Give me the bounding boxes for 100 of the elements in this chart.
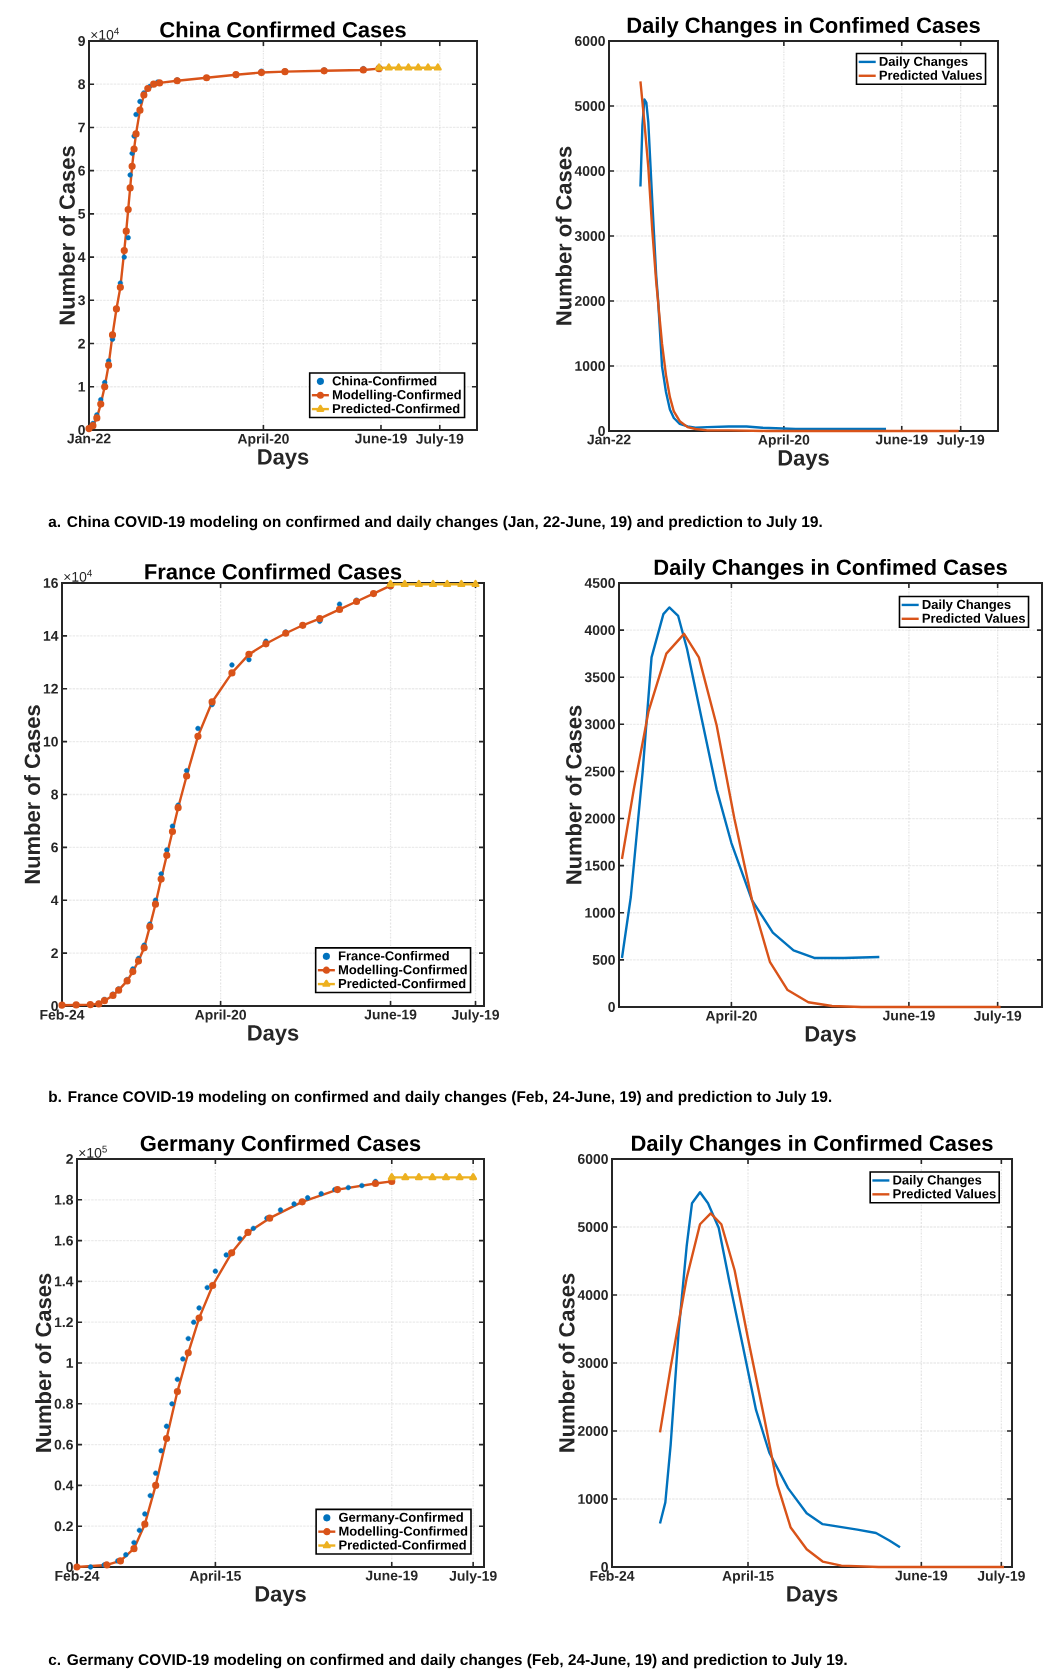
y-tick-label: 0 bbox=[608, 1002, 615, 1012]
y-tick-label: 500 bbox=[592, 954, 615, 965]
y-tick-label: 1 bbox=[66, 1358, 74, 1368]
x-tick-label: Jan-22 bbox=[67, 433, 111, 444]
y-tick-label: 2000 bbox=[574, 296, 605, 306]
x-axis-title: Days bbox=[255, 1586, 306, 1606]
x-tick-label: April-20 bbox=[237, 433, 289, 447]
x-tick-label: July-19 bbox=[973, 1010, 1022, 1024]
y-tick-label: 0.6 bbox=[54, 1439, 73, 1450]
x-tick-label: April-15 bbox=[722, 1570, 774, 1584]
legend-label: Modelling-Confirmed bbox=[332, 389, 461, 402]
y-tick-label: 3000 bbox=[574, 231, 605, 241]
y-tick-label: 2000 bbox=[577, 1426, 608, 1436]
y-tick-label: 1.6 bbox=[54, 1235, 73, 1246]
y-tick-label: 4 bbox=[77, 252, 86, 262]
text: ×10$^{5}$ bbox=[79, 1145, 107, 1158]
y-tick-label: 16 bbox=[43, 578, 58, 588]
legend-label: Predicted-Confirmed bbox=[339, 1540, 466, 1550]
text: c. Germany COVID-19 modeling on confirmed and daily changes (Feb, 24-June, 19) and prediction to July 19. bbox=[48, 1653, 847, 1669]
x-tick-label: April-20 bbox=[758, 434, 810, 448]
y-tick-label: 0.8 bbox=[54, 1398, 74, 1409]
x-tick-label: July-19 bbox=[449, 1570, 497, 1584]
legend-label: Daily Changes bbox=[879, 56, 968, 69]
text: a. China COVID-19 modeling on confirmed and daily changes (Jan, 22-June, 19) and prediction to July 19. bbox=[48, 515, 822, 531]
legend-label: Modelling-Confirmed bbox=[339, 1526, 468, 1539]
y-tick-label: 10 bbox=[43, 736, 58, 747]
y-tick-label: 4 bbox=[50, 895, 59, 906]
legend-label: China-Confirmed bbox=[332, 375, 437, 386]
x-tick-label: July-19 bbox=[415, 433, 464, 447]
x-tick-label: June-19 bbox=[364, 1009, 417, 1020]
x-tick-label: Feb-24 bbox=[590, 1570, 635, 1581]
y-axis-title: Number of Cases bbox=[35, 1273, 52, 1452]
legend-label: Daily Changes bbox=[922, 599, 1011, 612]
legend-label: Germany-Confirmed bbox=[339, 1512, 463, 1525]
x-tick-label: July-19 bbox=[977, 1570, 1025, 1584]
y-tick-label: 4000 bbox=[584, 625, 615, 636]
y-tick-label: 6000 bbox=[577, 1154, 608, 1164]
y-tick-label: 1000 bbox=[578, 1494, 608, 1504]
y-tick-label: 3000 bbox=[584, 719, 615, 730]
y-tick-label: 2 bbox=[78, 338, 85, 349]
y-tick-label: 2500 bbox=[584, 766, 615, 777]
x-tick-label: Feb-24 bbox=[55, 1570, 100, 1581]
x-tick-label: June-19 bbox=[895, 1570, 948, 1581]
x-axis-title: Days bbox=[787, 1586, 838, 1606]
y-tick-label: 4000 bbox=[577, 1290, 608, 1300]
y-tick-label: 6000 bbox=[574, 36, 605, 46]
chart-title: France Confirmed Cases bbox=[145, 563, 402, 580]
y-tick-label: 0 bbox=[601, 1562, 608, 1572]
y-tick-label: 4000 bbox=[574, 166, 605, 176]
y-tick-label: 3500 bbox=[584, 672, 615, 683]
y-tick-label: 9 bbox=[78, 36, 85, 46]
chart-title: Daily Changes in Confirmed Cases bbox=[632, 1134, 993, 1156]
y-tick-label: 0.4 bbox=[54, 1480, 74, 1491]
x-tick-label: July-19 bbox=[451, 1009, 500, 1023]
x-tick-label: April-20 bbox=[705, 1010, 757, 1024]
legend-label: Daily Changes bbox=[893, 1175, 982, 1188]
y-tick-label: 0 bbox=[51, 1001, 58, 1011]
y-tick-label: 8 bbox=[78, 79, 86, 90]
y-tick-label: 5000 bbox=[574, 101, 605, 111]
x-axis-title: Days bbox=[778, 450, 829, 470]
y-axis-title: Number of Cases bbox=[565, 705, 582, 884]
x-tick-label: July-19 bbox=[936, 434, 985, 448]
y-tick-label: 2 bbox=[66, 1154, 73, 1164]
y-tick-label: 2000 bbox=[584, 813, 615, 824]
legend-label: Modelling-Confirmed bbox=[338, 964, 467, 977]
y-tick-label: 1000 bbox=[585, 907, 615, 918]
text: ×10$^{4}$ bbox=[64, 569, 92, 582]
x-tick-label: April-20 bbox=[194, 1009, 246, 1023]
x-tick-label: June-19 bbox=[882, 1010, 935, 1021]
x-tick-label: Feb-24 bbox=[40, 1009, 85, 1020]
legend-label: Predicted Values bbox=[922, 613, 1026, 623]
x-tick-label: Jan-22 bbox=[587, 434, 631, 445]
x-tick-label: June-19 bbox=[875, 434, 928, 445]
y-tick-label: 0 bbox=[78, 425, 85, 435]
text: ×10$^{4}$ bbox=[91, 27, 119, 40]
y-tick-label: 12 bbox=[43, 683, 58, 694]
y-tick-label: 1.2 bbox=[54, 1317, 73, 1328]
y-axis-title: Number of Cases bbox=[555, 146, 572, 325]
y-tick-label: 5 bbox=[78, 209, 86, 219]
y-tick-label: 5000 bbox=[577, 1222, 608, 1232]
x-tick-label: June-19 bbox=[354, 433, 407, 444]
x-tick-label: June-19 bbox=[365, 1570, 418, 1581]
text: b. France COVID-19 modeling on confirmed and daily changes (Feb, 24-June, 19) and prediction to July 19. bbox=[49, 1090, 832, 1106]
y-tick-label: 8 bbox=[51, 789, 59, 800]
y-tick-label: 1000 bbox=[575, 361, 605, 371]
chart-title: China Confirmed Cases bbox=[160, 21, 406, 38]
y-tick-label: 0.2 bbox=[54, 1521, 73, 1532]
y-tick-label: 6 bbox=[78, 165, 85, 176]
y-tick-label: 1 bbox=[78, 381, 86, 392]
y-tick-label: 3 bbox=[78, 295, 85, 306]
x-axis-title: Days bbox=[258, 449, 309, 469]
y-axis-title: Number of Cases bbox=[558, 1273, 575, 1452]
x-tick-label: April-15 bbox=[189, 1570, 241, 1584]
y-tick-label: 0 bbox=[598, 426, 605, 436]
y-tick-label: 1.8 bbox=[54, 1194, 74, 1205]
legend-label: Predicted-Confirmed bbox=[338, 978, 466, 989]
y-axis-title: Number of Cases bbox=[58, 146, 75, 325]
y-tick-label: 4500 bbox=[584, 578, 615, 588]
y-tick-label: 2 bbox=[51, 948, 58, 958]
y-tick-label: 6 bbox=[51, 842, 58, 853]
